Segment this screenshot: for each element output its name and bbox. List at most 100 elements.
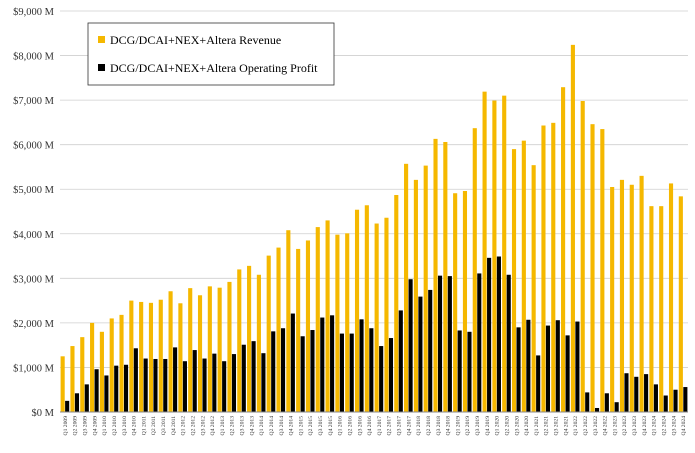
x-tick-label: Q3 2012 [200, 416, 206, 436]
bar-operating-profit [477, 273, 482, 412]
bar-operating-profit [437, 275, 443, 412]
y-tick-label: $4,000 M [13, 230, 55, 241]
bar-operating-profit [241, 344, 246, 412]
bar-revenue [600, 129, 605, 413]
bar-revenue [394, 195, 399, 412]
x-tick-label: Q2 2023 [622, 416, 628, 436]
legend-label-revenue: DCG/DCAI+NEX+Altera Revenue [110, 33, 281, 47]
x-tick-label: Q2 2021 [544, 416, 550, 436]
x-tick-label: Q2 2009 [73, 416, 79, 436]
bar-revenue [462, 191, 468, 412]
bar-revenue [60, 356, 65, 412]
bar-operating-profit [428, 289, 433, 412]
x-tick-label: Q1 2019 [455, 416, 461, 436]
bar-operating-profit [614, 402, 619, 412]
bar-revenue [364, 205, 369, 412]
bar-revenue [590, 124, 595, 412]
bar-revenue [619, 179, 625, 412]
bar-operating-profit [320, 317, 325, 412]
bar-revenue [384, 217, 389, 412]
x-tick-label: Q4 2019 [485, 416, 491, 436]
bar-operating-profit [447, 276, 452, 412]
x-tick-label: Q2 2017 [387, 416, 393, 436]
bar-operating-profit [585, 392, 590, 412]
bar-revenue [531, 165, 536, 412]
x-tick-label: Q3 2014 [279, 416, 285, 436]
bar-operating-profit [202, 358, 207, 412]
bar-operating-profit [644, 374, 649, 412]
bar-operating-profit [359, 319, 364, 412]
x-tick-label: Q1 2015 [298, 416, 304, 436]
bar-revenue [561, 87, 566, 412]
bar-operating-profit [349, 333, 354, 412]
x-tick-label: Q2 2011 [151, 416, 157, 435]
x-tick-label: Q2 2020 [504, 416, 510, 436]
bar-revenue [217, 287, 222, 412]
bar-operating-profit [182, 361, 187, 412]
x-tick-label: Q4 2010 [132, 416, 138, 436]
x-tick-label: Q4 2022 [603, 416, 609, 436]
x-tick-label: Q4 2020 [524, 416, 530, 436]
bar-revenue [610, 186, 615, 412]
x-tick-label: Q3 2024 [671, 416, 677, 436]
bar-revenue [188, 288, 193, 412]
bar-operating-profit [673, 389, 678, 412]
x-axis-ticks: Q1 2009 Q2 2009 Q3 2009 Q4 2009 Q1 2010 Q2 20… [63, 416, 687, 436]
bar-operating-profit [212, 353, 217, 412]
bar-operating-profit [467, 331, 472, 412]
legend-box [87, 22, 335, 86]
x-tick-label: Q3 2015 [318, 416, 324, 436]
legend-swatch-revenue [98, 36, 105, 43]
bar-revenue [296, 248, 301, 412]
bar-operating-profit [663, 395, 668, 412]
bar-operating-profit [261, 353, 266, 412]
bar-revenue [423, 165, 428, 412]
x-tick-label: Q2 2012 [190, 416, 196, 436]
x-tick-label: Q3 2021 [554, 416, 560, 436]
bar-revenue [286, 230, 291, 412]
x-tick-label: Q1 2010 [102, 416, 108, 436]
bar-operating-profit [594, 407, 600, 412]
x-tick-label: Q3 2017 [397, 416, 403, 436]
x-tick-label: Q1 2020 [495, 416, 501, 436]
x-tick-label: Q2 2022 [583, 416, 589, 436]
x-tick-label: Q4 2017 [406, 416, 412, 436]
bar-operating-profit [536, 355, 541, 412]
bar-revenue [148, 302, 154, 412]
x-tick-label: Q1 2013 [220, 416, 226, 436]
bar-revenue [570, 44, 575, 413]
bar-revenue [207, 286, 212, 412]
bar-revenue [139, 301, 144, 412]
legend-label-operating-profit: DCG/DCAI+NEX+Altera Operating Profit [110, 61, 318, 75]
bar-revenue [90, 322, 95, 412]
bar-revenue [256, 274, 261, 412]
bar-revenue [678, 196, 683, 412]
bar-revenue [374, 223, 379, 412]
bar-operating-profit [163, 358, 168, 412]
bar-revenue [511, 149, 517, 412]
legend: DCG/DCAI+NEX+Altera Revenue DCG/DCAI+NEX… [87, 22, 335, 86]
bar-operating-profit [555, 320, 560, 412]
x-tick-label: Q4 2023 [642, 416, 648, 436]
bar-operating-profit [192, 350, 197, 412]
bar-operating-profit [251, 341, 256, 412]
y-tick-label: $2,000 M [13, 319, 55, 330]
bar-operating-profit [496, 256, 501, 412]
bar-revenue [276, 247, 281, 412]
bar-revenue [99, 331, 104, 412]
bar-revenue [197, 295, 203, 412]
bar-operating-profit [173, 347, 178, 412]
bar-revenue [668, 183, 674, 412]
y-tick-label: $6,000 M [13, 141, 55, 152]
bar-revenue [502, 95, 507, 413]
x-tick-label: Q1 2024 [652, 416, 658, 436]
x-tick-label: Q3 2022 [593, 416, 599, 436]
bar-operating-profit [379, 346, 384, 412]
bar-operating-profit [123, 364, 129, 412]
bar-operating-profit [114, 365, 119, 412]
x-tick-label: Q4 2024 [681, 416, 687, 436]
x-tick-label: Q2 2014 [269, 416, 275, 436]
bar-revenue [443, 141, 448, 412]
bar-revenue [325, 220, 330, 412]
